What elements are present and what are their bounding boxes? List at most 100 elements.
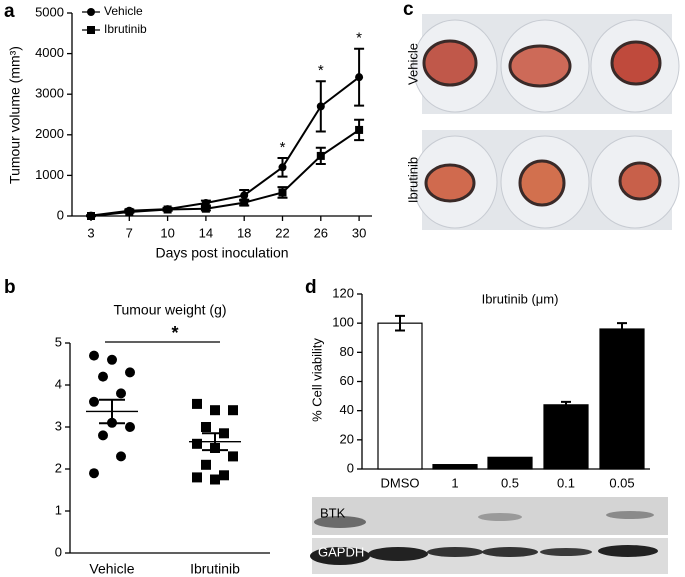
marker [210, 405, 220, 416]
marker [89, 350, 99, 361]
x-tick-label: DMSO [381, 475, 420, 490]
panel-label: b [4, 277, 16, 298]
x-tick-label: 30 [352, 225, 366, 240]
error-bar [617, 322, 627, 336]
y-tick-label: 1 [55, 502, 62, 517]
annotation: * [318, 62, 324, 79]
error-bar [99, 398, 125, 425]
photo-row-label: Ibrutinib [405, 157, 420, 203]
panel-label: a [4, 1, 15, 22]
marker [87, 26, 95, 34]
marker [125, 207, 134, 216]
x-tick-label: 18 [237, 225, 251, 240]
marker [107, 354, 117, 365]
y-tick-label: 20 [340, 431, 354, 446]
marker [228, 451, 238, 462]
y-tick-label: 0 [347, 460, 354, 475]
x-tick-label: 0.05 [609, 475, 634, 490]
y-tick-label: 2 [55, 460, 62, 475]
marker [316, 151, 325, 160]
marker [316, 102, 325, 111]
error-bar [395, 314, 405, 332]
marker [87, 8, 95, 16]
line [90, 129, 360, 217]
y-tick-label: 3 [55, 418, 62, 433]
x-tick-label: 10 [160, 225, 174, 240]
y-tick-label: 1000 [35, 167, 64, 182]
y-tick-label: 4000 [35, 45, 64, 60]
x-tick-label: 22 [275, 225, 289, 240]
marker [125, 367, 135, 378]
panel-label: d [305, 277, 317, 298]
marker [125, 422, 135, 432]
blot-label: GAPDH [318, 544, 364, 559]
x-tick-label: 7 [126, 225, 133, 240]
y-tick-label: 80 [340, 344, 354, 359]
marker [278, 163, 287, 172]
y-tick-label: 100 [332, 315, 354, 330]
bar [377, 322, 423, 470]
y-tick-label: 120 [332, 285, 354, 300]
x-tick-label: Vehicle [89, 561, 134, 577]
x-tick-label: 0.1 [557, 475, 575, 490]
marker [355, 73, 364, 82]
bar [432, 464, 478, 470]
marker [116, 451, 126, 462]
marker [201, 204, 210, 213]
marker [210, 474, 220, 485]
marker [240, 198, 249, 207]
line [90, 76, 360, 217]
y-tick-label: 60 [340, 373, 354, 388]
panel-label: c [403, 0, 414, 20]
y-tick-label: 40 [340, 402, 354, 417]
chart-title: Tumour weight (g) [113, 302, 226, 318]
y-tick-label: 5000 [35, 4, 64, 19]
marker [87, 212, 95, 220]
y-tick-label: 3000 [35, 86, 64, 101]
legend-label: Ibrutinib [104, 22, 147, 36]
y-tick-label: 2000 [35, 126, 64, 141]
bar [599, 328, 645, 470]
chart-title: Ibrutinib (μm) [482, 291, 559, 306]
x-tick-label: 14 [199, 225, 213, 240]
marker [240, 191, 249, 200]
y-axis-label: % Cell viability [309, 338, 324, 422]
x-axis-label: Days post inoculation [155, 245, 288, 261]
marker [163, 205, 172, 214]
marker [278, 188, 287, 197]
marker [219, 470, 229, 481]
error-bar [561, 400, 571, 409]
marker [192, 472, 202, 483]
marker [98, 430, 108, 441]
x-tick-label: 1 [451, 475, 458, 490]
blot-label: BTK [320, 505, 346, 520]
legend-label: Vehicle [104, 4, 143, 18]
western-blot [310, 497, 668, 574]
marker [201, 459, 211, 470]
y-tick-label: 5 [55, 334, 62, 349]
marker [116, 388, 126, 399]
bar [543, 404, 589, 470]
annotation: * [280, 139, 286, 156]
marker [228, 405, 238, 416]
marker [355, 125, 364, 134]
y-tick-label: 4 [55, 376, 62, 391]
photo [412, 14, 680, 230]
significance-label: * [171, 323, 178, 343]
y-tick-label: 0 [57, 207, 64, 222]
marker [201, 422, 211, 432]
marker [89, 468, 99, 479]
bar [487, 456, 533, 470]
marker [98, 371, 108, 382]
photo-row-label: Vehicle [405, 43, 420, 85]
y-tick-label: 0 [55, 544, 62, 559]
annotation: * [356, 30, 362, 47]
marker [192, 438, 202, 449]
x-tick-label: 3 [87, 225, 94, 240]
x-tick-label: Ibrutinib [190, 561, 240, 577]
marker [192, 398, 202, 409]
marker [89, 396, 99, 407]
x-tick-label: 0.5 [501, 475, 519, 490]
x-tick-label: 26 [314, 225, 328, 240]
